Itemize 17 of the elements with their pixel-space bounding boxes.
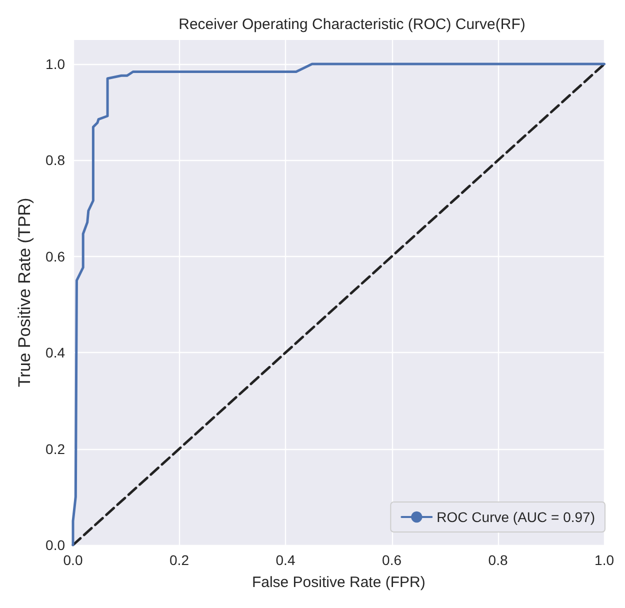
x-tick-label: 0.8	[488, 552, 508, 568]
y-tick-label: 0.6	[46, 248, 66, 264]
y-tick-label: 1.0	[46, 56, 66, 72]
line-series	[72, 62, 606, 546]
y-tick-label: 0.0	[46, 537, 66, 553]
x-tick-label: 0.0	[63, 552, 83, 568]
x-tick-label: 1.0	[594, 552, 614, 568]
y-tick-label: 0.4	[46, 344, 66, 361]
y-tick-label: 0.2	[46, 440, 66, 457]
y-tick-label: 0.8	[46, 152, 66, 168]
x-tick-label: 0.2	[170, 552, 190, 568]
x-tick-label: 0.4	[276, 552, 296, 568]
legend-label: ROC Curve (AUC = 0.97)	[436, 509, 596, 525]
x-axis-title: False Positive Rate (FPR)	[252, 574, 426, 591]
chart-title: Receiver Operating Characteristic (ROC) Curve(RF)	[178, 16, 526, 33]
x-tick-label: 0.6	[382, 552, 402, 568]
y-axis-title: True Positive Rate (TPR)	[15, 198, 34, 388]
